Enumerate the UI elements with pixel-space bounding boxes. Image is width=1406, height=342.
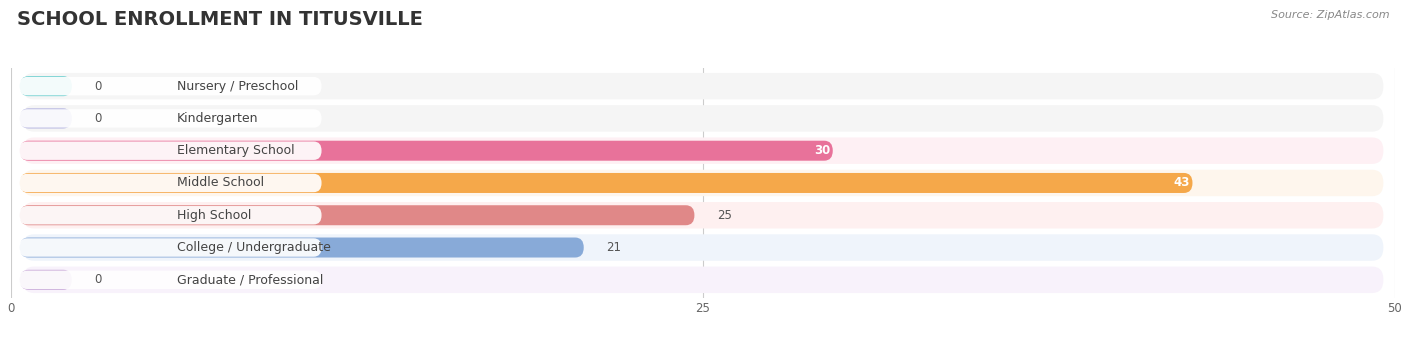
FancyBboxPatch shape <box>20 206 322 224</box>
FancyBboxPatch shape <box>20 141 832 161</box>
Text: Nursery / Preschool: Nursery / Preschool <box>177 80 298 93</box>
Text: Graduate / Professional: Graduate / Professional <box>177 273 323 286</box>
Text: Source: ZipAtlas.com: Source: ZipAtlas.com <box>1271 10 1389 20</box>
FancyBboxPatch shape <box>20 76 72 96</box>
Text: Middle School: Middle School <box>177 176 264 189</box>
Text: SCHOOL ENROLLMENT IN TITUSVILLE: SCHOOL ENROLLMENT IN TITUSVILLE <box>17 10 423 29</box>
FancyBboxPatch shape <box>20 174 322 192</box>
Text: 0: 0 <box>94 112 101 125</box>
FancyBboxPatch shape <box>20 109 322 128</box>
FancyBboxPatch shape <box>22 73 1384 100</box>
Text: 0: 0 <box>94 80 101 93</box>
FancyBboxPatch shape <box>20 173 1192 193</box>
FancyBboxPatch shape <box>20 205 695 225</box>
Text: 25: 25 <box>717 209 731 222</box>
Text: 43: 43 <box>1174 176 1189 189</box>
Text: Elementary School: Elementary School <box>177 144 294 157</box>
FancyBboxPatch shape <box>22 105 1384 132</box>
FancyBboxPatch shape <box>22 234 1384 261</box>
FancyBboxPatch shape <box>20 270 72 290</box>
FancyBboxPatch shape <box>22 266 1384 293</box>
Text: High School: High School <box>177 209 252 222</box>
Text: College / Undergraduate: College / Undergraduate <box>177 241 330 254</box>
FancyBboxPatch shape <box>22 137 1384 164</box>
Text: 0: 0 <box>94 273 101 286</box>
Text: Kindergarten: Kindergarten <box>177 112 259 125</box>
Text: 30: 30 <box>814 144 831 157</box>
FancyBboxPatch shape <box>22 202 1384 228</box>
FancyBboxPatch shape <box>20 108 72 129</box>
FancyBboxPatch shape <box>20 271 322 289</box>
FancyBboxPatch shape <box>20 238 322 257</box>
FancyBboxPatch shape <box>20 77 322 95</box>
FancyBboxPatch shape <box>22 170 1384 196</box>
Text: 21: 21 <box>606 241 621 254</box>
FancyBboxPatch shape <box>20 142 322 160</box>
FancyBboxPatch shape <box>20 237 583 258</box>
